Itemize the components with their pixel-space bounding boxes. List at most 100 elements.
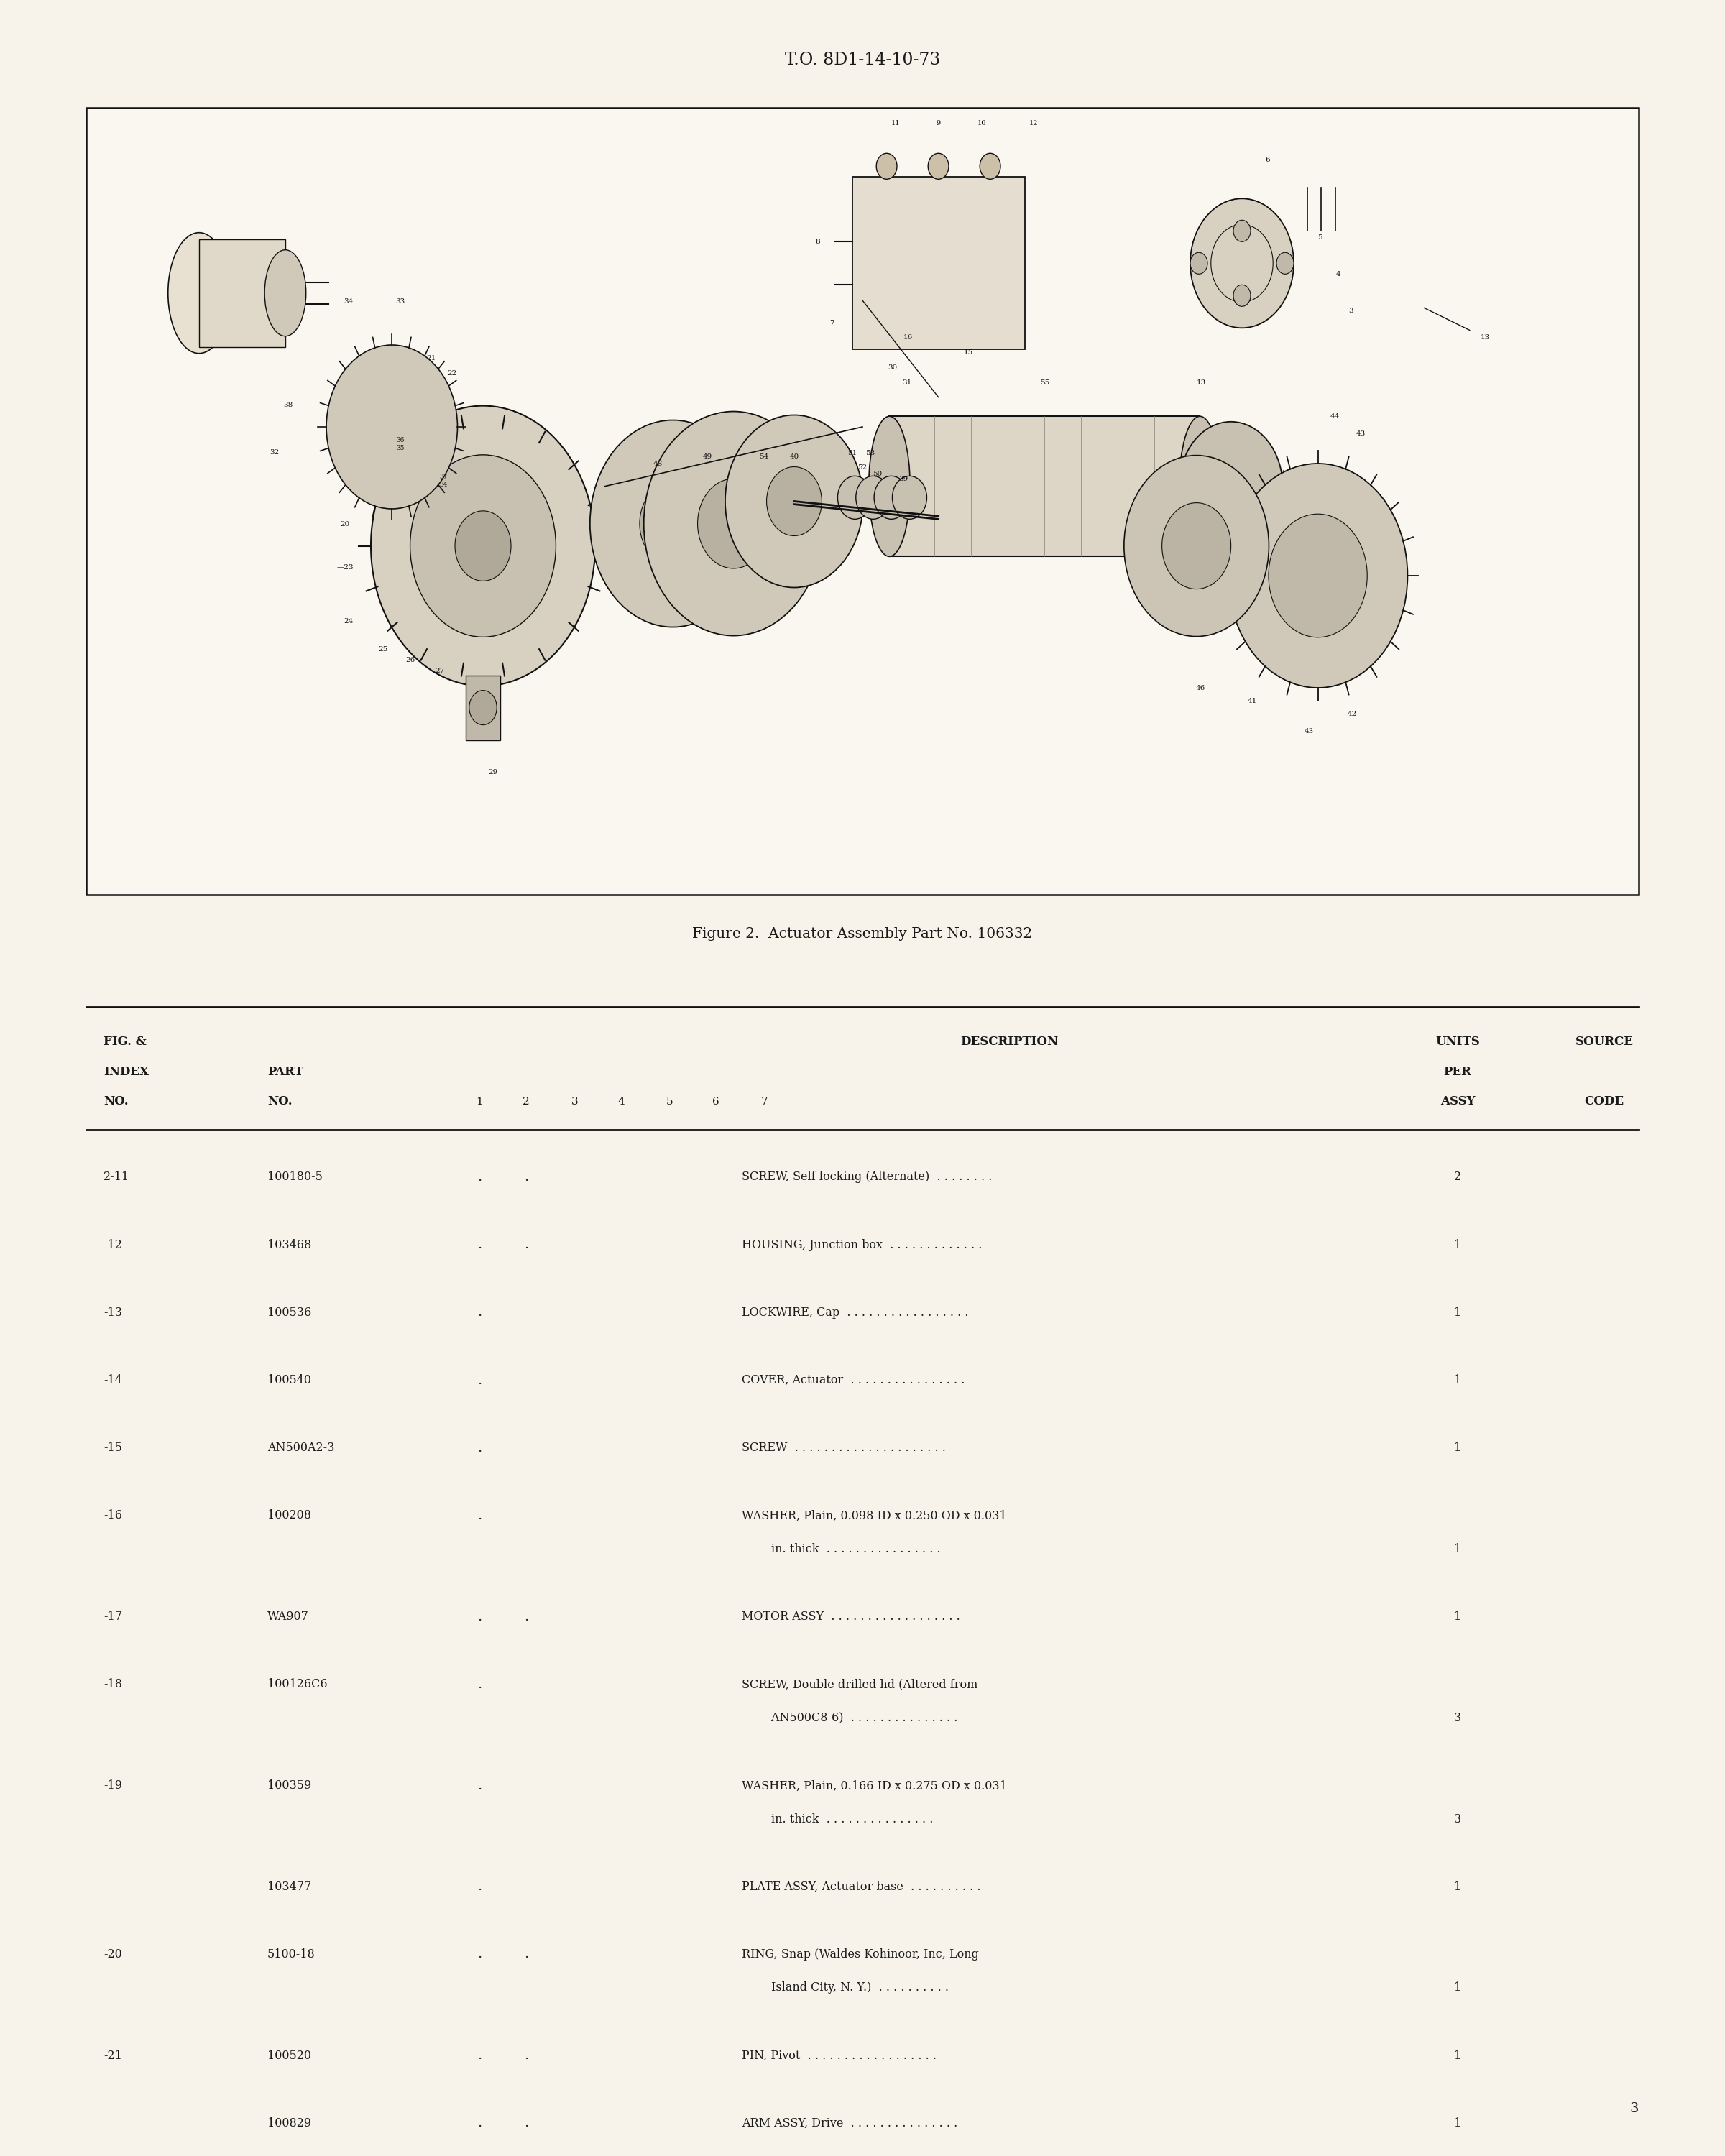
- Text: 16: 16: [904, 334, 913, 341]
- Text: 54: 54: [759, 453, 769, 459]
- Text: .: .: [478, 1373, 481, 1386]
- Text: 3: 3: [1349, 308, 1352, 315]
- Text: 28: 28: [611, 576, 621, 582]
- Circle shape: [838, 476, 873, 520]
- Text: .: .: [524, 1611, 528, 1623]
- Text: 1: 1: [1454, 1611, 1461, 1623]
- Text: 5: 5: [1318, 235, 1321, 241]
- Text: 100829: 100829: [267, 2117, 310, 2130]
- Circle shape: [1190, 198, 1294, 328]
- Text: WA907: WA907: [267, 1611, 309, 1623]
- Text: RING, Snap (Waldes Kohinoor, Inc, Long: RING, Snap (Waldes Kohinoor, Inc, Long: [742, 1949, 978, 1960]
- Text: .: .: [524, 1947, 528, 1960]
- Text: 30: 30: [888, 364, 897, 371]
- Text: 4: 4: [1337, 272, 1340, 278]
- Text: 51: 51: [847, 451, 857, 457]
- Text: 1: 1: [1454, 1880, 1461, 1893]
- Circle shape: [411, 455, 555, 636]
- Text: 13: 13: [1480, 334, 1490, 341]
- Text: 1: 1: [1454, 1307, 1461, 1319]
- Text: 1: 1: [1454, 1442, 1461, 1453]
- Text: 32: 32: [269, 451, 279, 457]
- Text: 4: 4: [618, 1097, 624, 1106]
- Text: .: .: [478, 1171, 481, 1184]
- Text: 100208: 100208: [267, 1509, 310, 1522]
- Ellipse shape: [869, 416, 911, 556]
- Text: 10: 10: [976, 121, 987, 127]
- Text: .: .: [478, 1611, 481, 1623]
- Text: PER: PER: [1444, 1065, 1471, 1078]
- Text: SCREW, Self locking (Alternate)  . . . . . . . .: SCREW, Self locking (Alternate) . . . . …: [742, 1171, 992, 1184]
- Circle shape: [469, 690, 497, 724]
- Bar: [86, 108, 1639, 895]
- Text: 21: 21: [426, 356, 436, 362]
- Ellipse shape: [167, 233, 229, 354]
- Text: 48: 48: [652, 461, 662, 468]
- Text: WASHER, Plain, 0.166 ID x 0.275 OD x 0.031 _: WASHER, Plain, 0.166 ID x 0.275 OD x 0.0…: [742, 1779, 1016, 1792]
- Text: 1: 1: [1454, 1544, 1461, 1554]
- Text: .: .: [478, 2117, 481, 2130]
- Text: 2-11: 2-11: [104, 1171, 129, 1184]
- Text: 20: 20: [340, 522, 350, 528]
- Text: 47: 47: [1192, 552, 1202, 558]
- Text: -15: -15: [104, 1442, 122, 1453]
- Circle shape: [1180, 423, 1283, 552]
- Circle shape: [1125, 455, 1270, 636]
- Text: WASHER, Plain, 0.098 ID x 0.250 OD x 0.031: WASHER, Plain, 0.098 ID x 0.250 OD x 0.0…: [742, 1509, 1007, 1522]
- Text: AN500A2-3: AN500A2-3: [267, 1442, 335, 1453]
- Text: 40: 40: [790, 453, 799, 459]
- Text: PART: PART: [267, 1065, 304, 1078]
- Text: 1: 1: [1454, 1981, 1461, 1994]
- Circle shape: [455, 511, 511, 580]
- Text: .: .: [524, 1238, 528, 1250]
- Text: 33: 33: [395, 300, 405, 306]
- Text: 100180-5: 100180-5: [267, 1171, 323, 1184]
- Text: 100536: 100536: [267, 1307, 312, 1319]
- Circle shape: [876, 153, 897, 179]
- Text: 31: 31: [902, 379, 911, 386]
- Circle shape: [875, 476, 909, 520]
- Text: -12: -12: [104, 1240, 122, 1250]
- Text: 25: 25: [378, 647, 388, 653]
- Text: 34: 34: [343, 300, 354, 306]
- Text: SCREW, Double drilled hd (Altered from: SCREW, Double drilled hd (Altered from: [742, 1677, 978, 1690]
- Ellipse shape: [264, 250, 305, 336]
- Text: 19: 19: [825, 429, 833, 436]
- Text: 14: 14: [1282, 505, 1290, 511]
- Text: 2: 2: [1454, 1171, 1461, 1184]
- Text: DESCRIPTION: DESCRIPTION: [961, 1035, 1057, 1048]
- Circle shape: [326, 345, 457, 509]
- Circle shape: [697, 479, 769, 569]
- Text: 6: 6: [712, 1097, 719, 1106]
- Text: 1: 1: [1454, 1240, 1461, 1250]
- Text: 52: 52: [857, 464, 868, 470]
- Text: .: .: [524, 2048, 528, 2061]
- Text: 12: 12: [1028, 121, 1038, 127]
- Text: in. thick  . . . . . . . . . . . . . . .: in. thick . . . . . . . . . . . . . . .: [742, 1813, 933, 1826]
- Text: 45: 45: [1161, 595, 1171, 599]
- Text: 18: 18: [842, 451, 850, 457]
- Text: ARM ASSY, Drive  . . . . . . . . . . . . . . .: ARM ASSY, Drive . . . . . . . . . . . . …: [742, 2117, 957, 2130]
- Circle shape: [892, 476, 926, 520]
- FancyBboxPatch shape: [890, 416, 1201, 556]
- Text: 43: 43: [1356, 431, 1366, 436]
- Text: 22: 22: [447, 371, 457, 377]
- Text: 39: 39: [899, 476, 909, 483]
- Text: 5100-18: 5100-18: [267, 1949, 316, 1960]
- Text: .: .: [478, 1677, 481, 1690]
- Text: HOUSING, Junction box  . . . . . . . . . . . . .: HOUSING, Junction box . . . . . . . . . …: [742, 1240, 982, 1250]
- Text: .: .: [524, 1171, 528, 1184]
- Text: INDEX: INDEX: [104, 1065, 148, 1078]
- Text: 24: 24: [343, 619, 354, 625]
- Text: 44: 44: [1330, 414, 1340, 418]
- Text: 103477: 103477: [267, 1880, 312, 1893]
- Text: —23: —23: [336, 565, 354, 571]
- Circle shape: [1268, 513, 1368, 638]
- Text: .: .: [478, 1442, 481, 1455]
- Text: 1: 1: [476, 1097, 483, 1106]
- Text: AN500C8-6)  . . . . . . . . . . . . . . .: AN500C8-6) . . . . . . . . . . . . . . .: [742, 1712, 957, 1725]
- Text: Island City, N. Y.)  . . . . . . . . . .: Island City, N. Y.) . . . . . . . . . .: [742, 1981, 949, 1994]
- Text: 8: 8: [816, 239, 819, 246]
- Text: 7: 7: [761, 1097, 768, 1106]
- Circle shape: [371, 405, 595, 686]
